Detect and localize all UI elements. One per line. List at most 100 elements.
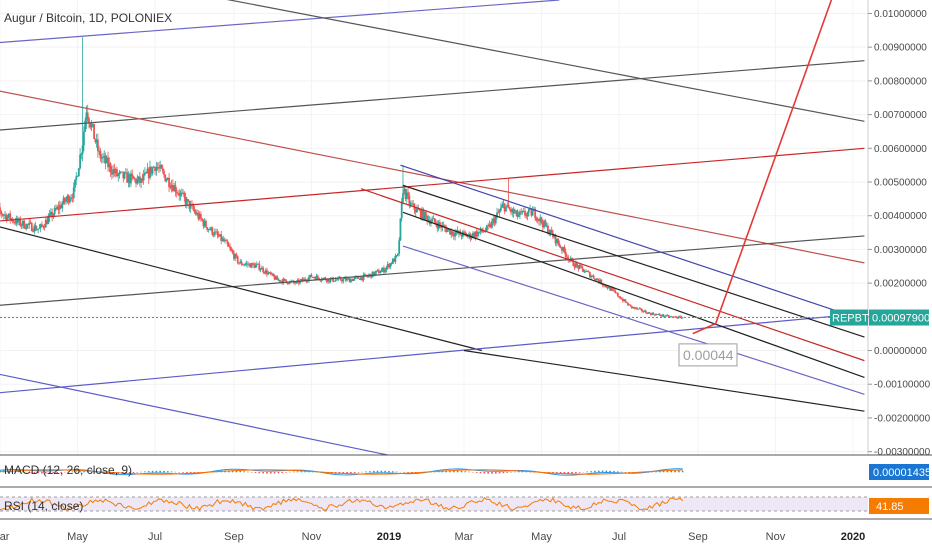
trend-line[interactable] bbox=[194, 0, 865, 122]
macd-histogram-bar bbox=[243, 471, 245, 473]
candle-body bbox=[557, 238, 559, 244]
trend-line[interactable] bbox=[0, 60, 865, 132]
candle-body bbox=[52, 214, 55, 218]
trend-line[interactable] bbox=[0, 235, 865, 307]
trend-line[interactable] bbox=[463, 349, 865, 412]
candle-body bbox=[233, 252, 235, 259]
candle-body bbox=[597, 280, 600, 283]
candle-body bbox=[131, 173, 134, 177]
candle-body bbox=[283, 278, 286, 280]
time-axis[interactable]: Mar May Jul Sep Nov 2019 Mar May Jul Sep Nov 2020 bbox=[0, 531, 865, 543]
trend-line[interactable] bbox=[402, 211, 865, 379]
candle-body bbox=[353, 277, 356, 279]
candle-body bbox=[113, 169, 116, 174]
candle-body bbox=[65, 199, 68, 202]
candle-body bbox=[339, 277, 342, 281]
candle-body bbox=[348, 278, 351, 283]
candle-body bbox=[657, 314, 660, 315]
candle-body bbox=[510, 209, 512, 213]
candle-body bbox=[119, 171, 122, 173]
candle-body bbox=[483, 231, 486, 233]
candle-body bbox=[610, 288, 613, 291]
macd-histogram-bar bbox=[521, 471, 524, 473]
macd-histogram-bar bbox=[144, 471, 146, 473]
trend-line[interactable] bbox=[0, 0, 560, 44]
candle-body bbox=[85, 112, 88, 121]
trend-line[interactable] bbox=[402, 184, 865, 338]
candle-body bbox=[133, 178, 136, 180]
candle-body bbox=[376, 270, 379, 271]
candle-body bbox=[246, 263, 249, 265]
trend-line[interactable] bbox=[360, 188, 865, 362]
candle-body bbox=[205, 220, 207, 228]
candle-body bbox=[80, 153, 83, 155]
trend-line[interactable] bbox=[0, 371, 388, 456]
macd-histogram-bar bbox=[609, 470, 611, 473]
candle-body bbox=[236, 256, 239, 263]
candle-body bbox=[572, 260, 575, 267]
candle-body bbox=[225, 240, 228, 242]
candle-body bbox=[272, 273, 275, 277]
candle-body bbox=[515, 210, 518, 213]
candle-body bbox=[310, 274, 313, 278]
candle-body bbox=[520, 211, 523, 213]
candle-body bbox=[154, 166, 156, 172]
macd-histogram-bar bbox=[357, 472, 360, 473]
candle-body bbox=[431, 219, 434, 222]
macd-histogram-bar bbox=[384, 470, 386, 473]
candle-body bbox=[55, 208, 57, 210]
macd-histogram-bar bbox=[376, 470, 379, 473]
candle-body bbox=[268, 272, 271, 274]
candle-body bbox=[170, 185, 173, 188]
macd-histogram-bar bbox=[678, 470, 680, 473]
trend-line[interactable] bbox=[0, 147, 865, 222]
candle-body bbox=[231, 250, 234, 253]
candle-body bbox=[574, 263, 577, 268]
macd-histogram-bar bbox=[83, 471, 85, 473]
macd-histogram-bar bbox=[681, 470, 684, 473]
candle-body bbox=[634, 307, 637, 309]
candle-body bbox=[403, 188, 406, 194]
candle-body bbox=[163, 171, 165, 175]
trend-line[interactable] bbox=[0, 88, 865, 264]
macd-histogram-bar bbox=[22, 471, 24, 473]
macd-histogram-bar bbox=[151, 470, 154, 473]
candle-body bbox=[544, 220, 547, 226]
candle-body bbox=[276, 276, 279, 280]
candle-body bbox=[615, 292, 618, 294]
candle-body bbox=[75, 176, 78, 180]
projection-path[interactable] bbox=[692, 0, 833, 335]
candle-body bbox=[513, 212, 516, 214]
macd-histogram-bar bbox=[48, 472, 51, 474]
candle-body bbox=[559, 246, 562, 248]
candle-body bbox=[160, 165, 163, 169]
candle-body bbox=[445, 227, 448, 232]
macd-histogram-bar bbox=[262, 472, 264, 474]
trend-line[interactable] bbox=[0, 312, 865, 394]
macd-histogram-bar bbox=[304, 471, 306, 473]
candle-body bbox=[424, 211, 427, 216]
candle-body bbox=[602, 284, 605, 286]
candle-body bbox=[611, 288, 614, 290]
candle-body bbox=[316, 275, 319, 278]
candle-body bbox=[646, 312, 648, 314]
trend-line[interactable] bbox=[400, 164, 865, 321]
price-tick-label: -0.00200000 bbox=[874, 413, 931, 424]
candle-body bbox=[414, 209, 417, 213]
candle-body bbox=[273, 276, 276, 280]
macd-histogram-bar bbox=[155, 470, 158, 473]
time-tick-label: Sep bbox=[224, 531, 244, 543]
trend-line[interactable] bbox=[402, 245, 865, 395]
macd-legend: MACD (12, 26, close, 9) bbox=[4, 463, 132, 477]
candle-body bbox=[95, 139, 98, 143]
candle-body bbox=[681, 317, 684, 319]
candle-body bbox=[281, 280, 284, 283]
candle-body bbox=[522, 211, 525, 212]
macd-histogram-bar bbox=[136, 472, 139, 473]
candle-body bbox=[381, 267, 384, 271]
candle-body bbox=[277, 279, 280, 281]
trend-line[interactable] bbox=[0, 222, 482, 352]
candle-body bbox=[318, 277, 320, 280]
candle-body bbox=[369, 274, 371, 276]
